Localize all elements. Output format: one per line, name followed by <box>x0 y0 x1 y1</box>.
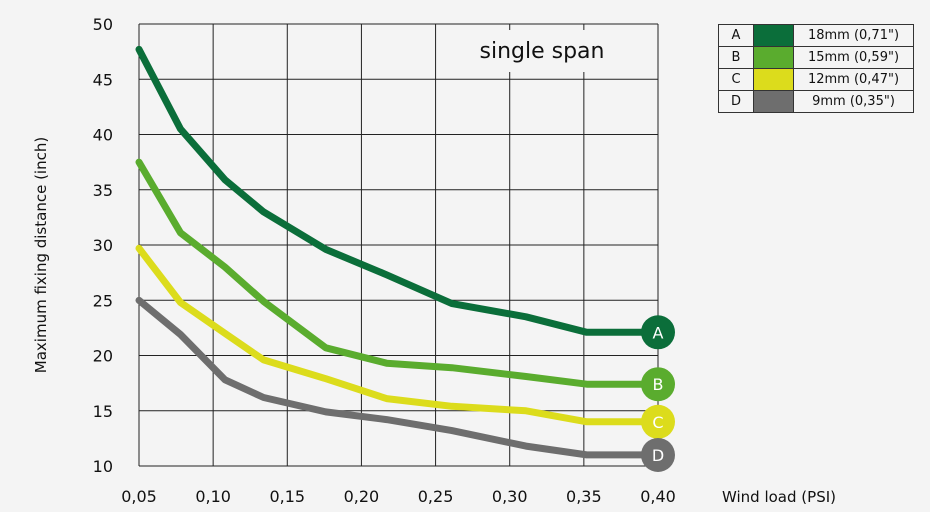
x-tick-label: 0,25 <box>418 487 454 506</box>
x-tick-label: 0,15 <box>269 487 305 506</box>
legend-key-d: D <box>719 91 754 113</box>
legend-swatch-a <box>754 25 794 47</box>
series-end-badges: A BCD <box>641 315 675 472</box>
x-tick-label: 0,05 <box>121 487 157 506</box>
legend-row-d: D 9mm (0,35") <box>719 91 914 113</box>
x-tick-label: 0,10 <box>195 487 231 506</box>
legend-key-b: B <box>719 47 754 69</box>
y-tick-label: 10 <box>93 457 113 476</box>
x-tick-label: 0,20 <box>344 487 380 506</box>
x-tick-label: 0,40 <box>640 487 676 506</box>
y-tick-label: 45 <box>93 70 113 89</box>
legend-label-b: 15mm (0,59") <box>794 47 914 69</box>
series-badge-label-a: A <box>653 323 664 342</box>
x-tick-label: 0,30 <box>492 487 528 506</box>
legend-swatch-c <box>754 69 794 91</box>
x-axis-label: Wind load (PSI) <box>722 488 836 506</box>
y-tick-label: 25 <box>93 291 113 310</box>
series-line-c <box>139 248 658 421</box>
series-badge-label-b: B <box>653 375 664 394</box>
series-badge-label-c: C <box>652 413 663 432</box>
chart-ticks: 0,05 0,10 0,15 0,20 0,25 0,30 0,35 0,40 10 15 20 25… <box>93 15 676 506</box>
y-axis-label: Maximum fixing distance (inch) <box>32 137 50 373</box>
y-tick-label: 15 <box>93 402 113 421</box>
legend-row-a: A 18mm (0,71") <box>719 25 914 47</box>
y-tick-label: 40 <box>93 126 113 145</box>
y-tick-label: 30 <box>93 236 113 255</box>
series-badge-label-d: D <box>652 446 664 465</box>
legend-label-d: 9mm (0,35") <box>794 91 914 113</box>
series-lines <box>139 49 658 455</box>
x-tick-label: 0,35 <box>566 487 602 506</box>
series-line-b <box>139 162 658 384</box>
chart-title: single span <box>480 39 605 64</box>
series-line-a <box>139 49 658 332</box>
legend-row-b: B 15mm (0,59") <box>719 47 914 69</box>
y-tick-label: 20 <box>93 347 113 366</box>
y-tick-label: 35 <box>93 181 113 200</box>
legend-key-a: A <box>719 25 754 47</box>
legend-label-c: 12mm (0,47") <box>794 69 914 91</box>
legend-key-c: C <box>719 69 754 91</box>
legend: A 18mm (0,71") B 15mm (0,59") C 12mm (0,… <box>718 24 914 113</box>
legend-label-a: 18mm (0,71") <box>794 25 914 47</box>
y-tick-label: 50 <box>93 15 113 34</box>
legend-row-c: C 12mm (0,47") <box>719 69 914 91</box>
legend-swatch-d <box>754 91 794 113</box>
legend-swatch-b <box>754 47 794 69</box>
